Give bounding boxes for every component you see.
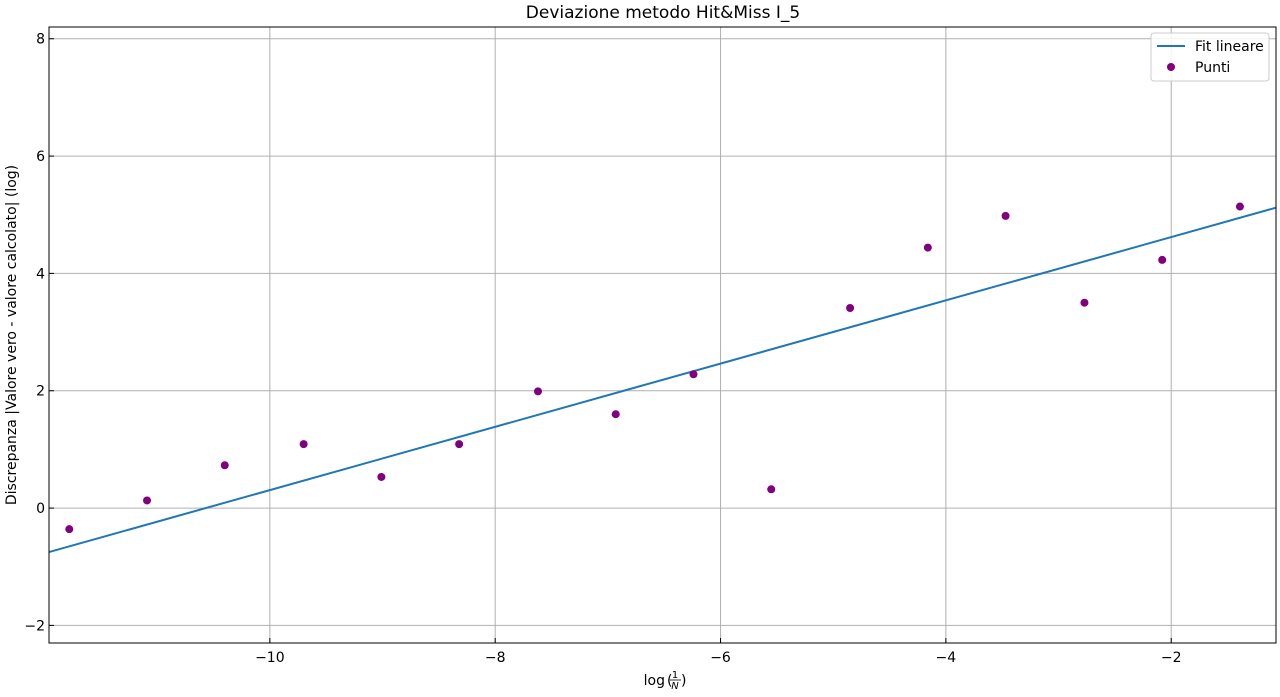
- x-tick-label: −10: [255, 650, 285, 666]
- grid: [49, 27, 1276, 643]
- scatter-point: [767, 485, 776, 494]
- x-axis-label-paren-open: (: [667, 673, 672, 689]
- x-tick-label: −2: [1161, 650, 1182, 666]
- x-axis-label-numerator: 1: [672, 670, 678, 681]
- legend: Fit lineare Punti: [1150, 32, 1270, 82]
- x-axis-label: log ( 1 N ): [644, 670, 687, 692]
- x-tick-label: −4: [936, 650, 957, 666]
- x-axis-label-denominator: N: [671, 681, 679, 692]
- y-tick-label: 8: [36, 32, 45, 48]
- legend-fit-line-label: Fit lineare: [1195, 39, 1264, 55]
- x-axis-label-prefix: log: [644, 673, 665, 689]
- scatter-point: [1158, 255, 1167, 264]
- legend-points-label: Punti: [1195, 60, 1230, 76]
- scatter-point: [143, 496, 152, 505]
- fit-line-series: [48, 206, 1277, 554]
- plot-area-frame: [48, 26, 1277, 644]
- y-tick-label: −2: [24, 618, 45, 634]
- y-tick-label: 0: [36, 501, 45, 517]
- y-axis-label: Discrepanza |Valore vero - valore calcol…: [4, 165, 20, 505]
- scatter-point: [1001, 211, 1010, 220]
- legend-points-swatch: [1167, 63, 1175, 71]
- scatter-point: [533, 387, 542, 396]
- x-axis-label-paren-close: ): [681, 673, 686, 689]
- scatter-point: [923, 243, 932, 252]
- scatter-point: [846, 304, 855, 313]
- scatter-point: [65, 525, 74, 534]
- y-tick-label: 6: [36, 149, 45, 165]
- chart-title: Deviazione metodo Hit&Miss I_5: [526, 3, 800, 23]
- scatter-point: [1080, 298, 1089, 307]
- y-tick-label: 4: [36, 266, 45, 282]
- x-tick-label: −8: [485, 650, 506, 666]
- fit-line-layer: [48, 206, 1277, 554]
- x-tick-label: −6: [710, 650, 731, 666]
- scatter-point: [1235, 202, 1244, 211]
- scatter-point: [689, 370, 698, 379]
- scatter-points-layer: [65, 202, 1244, 534]
- y-tick-label: 2: [36, 384, 45, 400]
- scatter-point: [220, 461, 229, 470]
- scatter-point: [611, 410, 620, 419]
- axis-ticks: −10 −8 −6 −4 −2 −2 0 2 4 6 8: [24, 32, 1181, 666]
- scatter-point: [455, 440, 464, 449]
- scatter-point: [299, 440, 308, 449]
- scatter-point: [377, 472, 386, 481]
